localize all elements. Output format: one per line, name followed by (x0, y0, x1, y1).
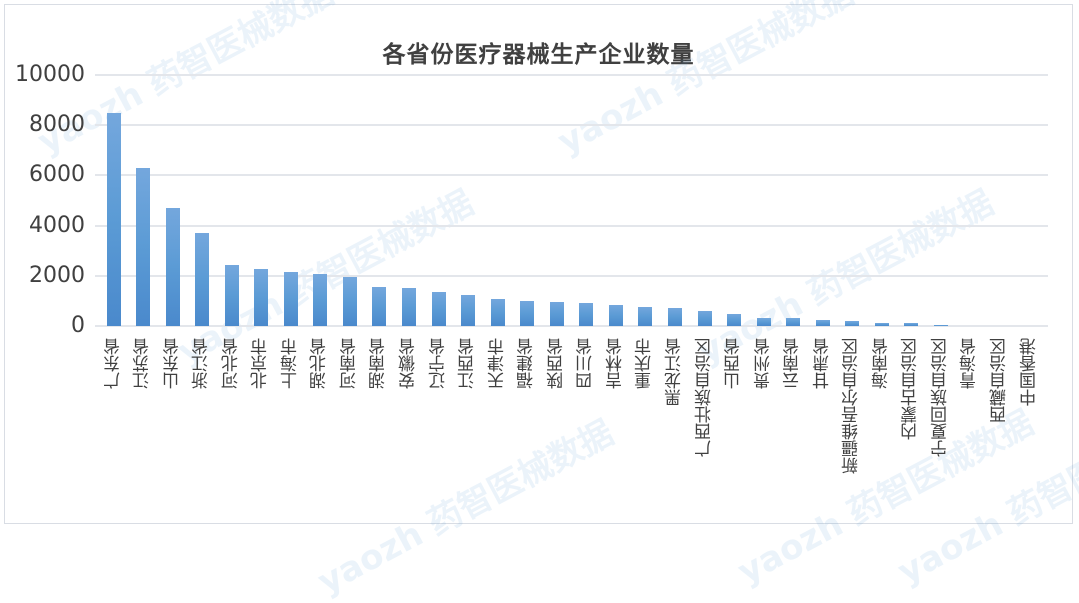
bar (520, 301, 534, 326)
x-tick-label: 广西壮族自治区 (695, 338, 715, 457)
x-tick-label: 江苏省 (133, 338, 153, 389)
x-tick-label: 吉林省 (606, 338, 626, 389)
x-tick-label: 浙江省 (192, 338, 212, 389)
x-tick-label: 中国香港 (1020, 338, 1040, 406)
bar (816, 320, 830, 326)
y-tick-label: 8000 (0, 114, 85, 136)
bar (609, 305, 623, 326)
x-tick-label: 河南省 (340, 338, 360, 389)
bar (432, 292, 446, 326)
bar (579, 303, 593, 326)
gridline (95, 74, 1048, 76)
y-tick-label: 10000 (0, 64, 85, 86)
gridline (95, 225, 1048, 227)
x-tick-label: 山西省 (724, 338, 744, 389)
bar (638, 307, 652, 326)
bar (461, 295, 475, 326)
y-tick-label: 0 (0, 315, 85, 337)
y-tick-label: 2000 (0, 265, 85, 287)
x-tick-label: 山东省 (163, 338, 183, 389)
x-tick-label: 新疆维吾尔自治区 (842, 338, 862, 474)
bar (254, 269, 268, 326)
x-tick-label: 西藏自治区 (990, 338, 1010, 423)
x-tick-label: 海南省 (872, 338, 892, 389)
bar (845, 321, 859, 326)
bar (491, 299, 505, 326)
x-tick-label: 四川省 (576, 338, 596, 389)
x-tick-label: 云南省 (783, 338, 803, 389)
bar (550, 302, 564, 326)
bar (757, 318, 771, 326)
bar (727, 314, 741, 326)
x-tick-label: 湖南省 (369, 338, 389, 389)
x-tick-label: 江西省 (458, 338, 478, 389)
x-tick-label: 安徽省 (399, 338, 419, 389)
bar (136, 168, 150, 326)
bar (698, 311, 712, 326)
bar (904, 323, 918, 326)
bar (195, 233, 209, 326)
y-tick-label: 4000 (0, 215, 85, 237)
x-tick-label: 陕西省 (547, 338, 567, 389)
x-tick-label: 贵州省 (754, 338, 774, 389)
x-tick-label: 河北省 (222, 338, 242, 389)
bar (166, 208, 180, 326)
x-tick-label: 湖北省 (310, 338, 330, 389)
x-tick-label: 福建省 (517, 338, 537, 389)
x-tick-label: 甘肃省 (813, 338, 833, 389)
x-tick-label: 辽宁省 (429, 338, 449, 389)
bar (934, 325, 948, 327)
x-tick-label: 青海省 (960, 338, 980, 389)
gridline (95, 174, 1048, 176)
chart-title: 各省份医疗器械生产企业数量 (5, 35, 1072, 69)
gridline (95, 124, 1048, 126)
y-tick-label: 6000 (0, 164, 85, 186)
x-tick-label: 重庆市 (635, 338, 655, 389)
x-tick-label: 上海市 (281, 338, 301, 389)
bar (343, 277, 357, 326)
bar (786, 318, 800, 326)
bar (402, 288, 416, 326)
bar (225, 265, 239, 326)
bar (313, 274, 327, 326)
x-tick-label: 北京市 (251, 338, 271, 389)
bar (107, 113, 121, 326)
x-tick-label: 内蒙古自治区 (901, 338, 921, 440)
bar (875, 323, 889, 327)
x-tick-label: 黑龙江省 (665, 338, 685, 406)
bar (372, 287, 386, 326)
x-tick-label: 天津市 (488, 338, 508, 389)
bar (668, 308, 682, 326)
x-tick-label: 广东省 (104, 338, 124, 389)
bar (284, 272, 298, 326)
plot-area (95, 75, 1048, 326)
x-tick-label: 宁夏回族自治区 (931, 338, 951, 457)
